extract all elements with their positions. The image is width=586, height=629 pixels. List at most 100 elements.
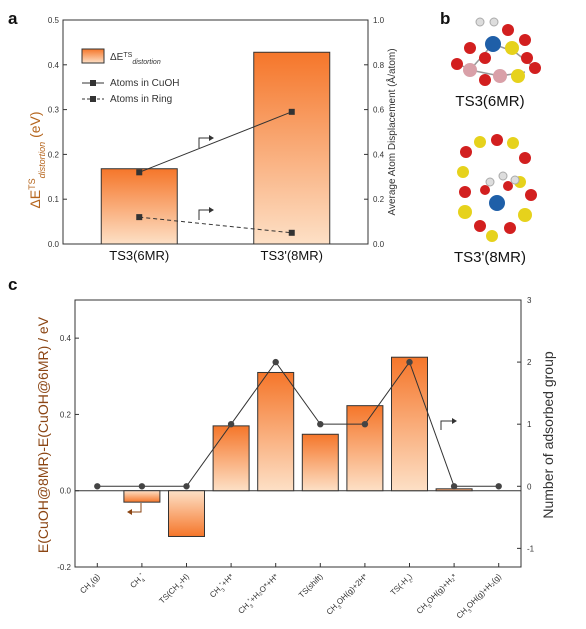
y2-tick-label: -1 [527, 544, 535, 553]
panel-a-label: a [8, 9, 18, 28]
x-tick-label: CH3OH(g)+2H* [325, 572, 372, 619]
panel-c-arrowhead-left [127, 509, 132, 515]
panel-c-label: c [8, 275, 17, 294]
bar [253, 51, 331, 245]
al-atom [518, 208, 532, 222]
series-point [450, 483, 458, 490]
al-atom [507, 137, 519, 149]
o-atom [451, 58, 463, 70]
y-tick-label: 0.5 [48, 16, 60, 25]
x-tick-label: TS(CH3-H) [157, 572, 193, 608]
x-tick-label: CH3*+H* [208, 572, 238, 602]
panel-c-frame [74, 299, 522, 568]
panel-b-label: b [440, 9, 450, 28]
bar [346, 405, 384, 492]
o-atom [502, 24, 514, 36]
series-point [406, 358, 413, 366]
series-point [138, 483, 146, 490]
legend-line1-marker [90, 80, 96, 86]
legend-line1-label: Atoms in CuOH [110, 78, 179, 89]
panel-a-arrow-2 [198, 209, 212, 220]
bar [212, 425, 250, 492]
series-line [139, 216, 292, 234]
o-atom [479, 52, 491, 64]
x-tick-label: TS(shift) [297, 572, 325, 600]
o-atom [519, 152, 531, 164]
legend-bar-swatch [81, 48, 105, 64]
al-atom [511, 69, 525, 83]
ts3p-8mr-structure: TS3'(8MR) [454, 134, 537, 266]
y2-tick-label: 1.0 [373, 16, 385, 25]
series-point [94, 483, 101, 490]
al-atom [458, 205, 472, 219]
y2-tick-label: 0.8 [373, 61, 385, 70]
panel-a-legend: ΔETSdistortion Atoms in CuOH Atoms in Ri… [81, 48, 179, 105]
y-tick-label: 0.2 [48, 150, 60, 159]
h-atom [510, 175, 520, 185]
series-point [136, 214, 143, 221]
series-point [136, 169, 143, 176]
o-atom [459, 186, 471, 198]
legend-line2-marker [90, 96, 96, 102]
y-tick-label: -0.2 [57, 563, 71, 572]
si-atom [463, 63, 477, 77]
y2-tick-label: 0.4 [373, 150, 385, 159]
y-tick-label: 0.4 [48, 61, 60, 70]
o-atom [480, 185, 490, 195]
h-atom [485, 177, 495, 187]
h-atom [498, 171, 508, 181]
series-point [317, 420, 324, 428]
al-atom [505, 41, 519, 55]
o-atom [479, 74, 491, 86]
bar [168, 490, 205, 537]
cu-atom [485, 36, 501, 52]
x-tick-label: CH3OH(g)+H₂* [415, 572, 461, 618]
x-tick-label: CH3*+H₂O*+H* [236, 572, 282, 618]
series-line [97, 361, 499, 487]
ts3p-8mr-label: TS3'(8MR) [454, 249, 526, 266]
x-tick-label: CH3OH(g)+H₂(g) [455, 572, 506, 623]
bar [100, 168, 178, 245]
ts3-6mr-structure: TS3(6MR) [451, 17, 541, 110]
series-point [272, 358, 279, 366]
bar [257, 371, 295, 492]
y2-tick-label: 1 [527, 420, 532, 429]
bar [123, 490, 161, 503]
x-tick-label: TS3(6MR) [109, 248, 169, 263]
y2-tick-label: 0.6 [373, 106, 385, 115]
series-point [227, 420, 235, 428]
panel-a-arrowhead-1 [209, 135, 214, 141]
o-atom [503, 181, 513, 191]
y-tick-label: 0.0 [60, 487, 72, 496]
y2-tick-label: 0.0 [373, 240, 385, 249]
series-point [183, 483, 190, 490]
panel-a-arrowhead-2 [209, 207, 214, 213]
panel-a-arrow-1 [198, 137, 212, 148]
y-tick-label: 0.3 [48, 106, 60, 115]
y2-tick-label: 0 [527, 482, 532, 491]
o-atom [529, 62, 541, 74]
panel-a-y-label: ΔETSdistortion (eV) [27, 111, 47, 208]
panel-a-chart: ΔETSdistortion (eV) Average Atom Displac… [27, 16, 398, 263]
y-tick-label: 0.2 [60, 410, 72, 419]
cu-atom [489, 195, 505, 211]
panel-a-frame [62, 19, 369, 245]
si-atom [493, 69, 507, 83]
x-tick-label: CH4* [128, 572, 148, 592]
al-atom [486, 230, 498, 242]
o-atom [525, 189, 537, 201]
panel-b-structures: TS3(6MR) TS3'(8MR) [451, 17, 541, 266]
series-line [139, 111, 292, 173]
o-atom [504, 222, 516, 234]
x-tick-label: TS3'(8MR) [261, 248, 323, 263]
al-atom [474, 136, 486, 148]
y-tick-label: 0.1 [48, 195, 60, 204]
o-atom [474, 220, 486, 232]
o-atom [521, 52, 533, 64]
y2-tick-label: 0.2 [373, 195, 385, 204]
panel-c-arrow-right [440, 420, 455, 430]
panel-c-chart: E(CuOH@8MR)-E(CuOH@6MR) / eV Number of a… [35, 296, 556, 623]
panel-c-arrow-left [129, 503, 142, 513]
o-atom [519, 34, 531, 46]
